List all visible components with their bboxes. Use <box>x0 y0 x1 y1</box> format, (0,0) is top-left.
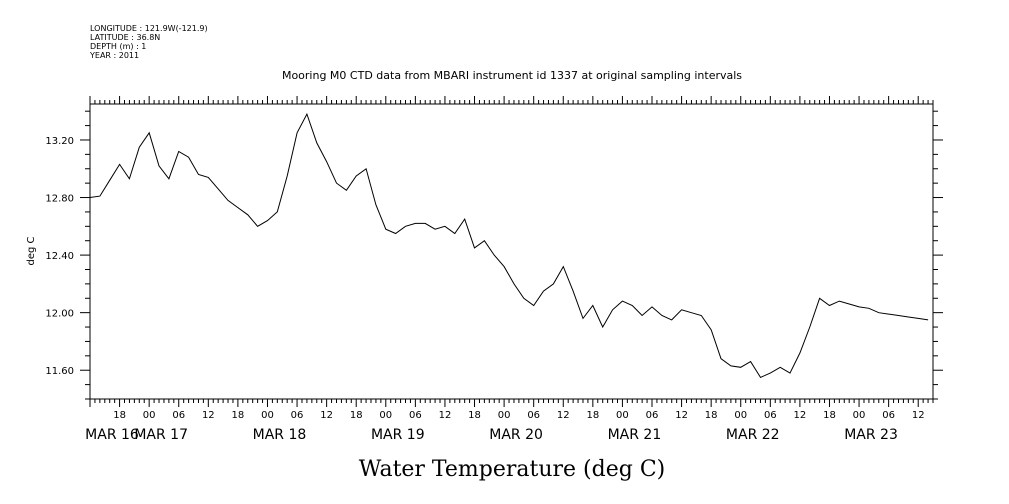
x-tick-hour-label: 06 <box>764 410 777 421</box>
depth-label: DEPTH (m) : 1 <box>90 42 146 51</box>
x-tick-day-label: MAR 21 <box>608 427 662 443</box>
x-tick-hour-label: 00 <box>261 410 274 421</box>
y-tick-label: 13.20 <box>45 136 74 147</box>
x-tick-hour-label: 12 <box>557 410 570 421</box>
latitude-label: LATITUDE : 36.8N <box>90 33 160 42</box>
x-tick-hour-label: 00 <box>734 410 747 421</box>
x-tick-hour-label: 18 <box>705 410 718 421</box>
x-tick-day-label: MAR 23 <box>844 427 898 443</box>
x-tick-hour-label: 18 <box>232 410 245 421</box>
x-tick-hour-label: 18 <box>468 410 481 421</box>
x-tick-hour-label: 12 <box>320 410 333 421</box>
x-tick-day-label: MAR 17 <box>134 427 188 443</box>
x-tick-hour-label: 00 <box>498 410 511 421</box>
x-tick-day-label: MAR 16 <box>85 427 139 443</box>
x-tick-hour-label: 18 <box>823 410 836 421</box>
x-tick-hour-label: 12 <box>912 410 925 421</box>
x-tick-hour-label: 06 <box>882 410 895 421</box>
y-tick-label: 12.80 <box>45 194 74 205</box>
series-line-water-temperature <box>89 112 929 379</box>
plot-frame <box>89 103 934 400</box>
x-tick-hour-label: 06 <box>527 410 540 421</box>
x-tick-hour-label: 06 <box>646 410 659 421</box>
x-tick-day-label: MAR 18 <box>253 427 307 443</box>
x-tick-hour-label: 00 <box>616 410 629 421</box>
x-tick-hour-label: 00 <box>379 410 392 421</box>
y-tick-label: 12.40 <box>45 251 74 262</box>
x-tick-day-label: MAR 22 <box>726 427 780 443</box>
y-tick-label: 11.60 <box>45 366 74 377</box>
x-tick-day-label: MAR 20 <box>489 427 543 443</box>
x-tick-hour-label: 12 <box>794 410 807 421</box>
longitude-label: LONGITUDE : 121.9W(-121.9) <box>90 24 208 33</box>
x-tick-hour-label: 12 <box>675 410 688 421</box>
x-tick-hour-label: 18 <box>113 410 126 421</box>
x-tick-hour-label: 00 <box>143 410 156 421</box>
y-axis: 11.60 12.00 12.40 12.80 13.20 <box>45 110 943 400</box>
y-axis-label: deg C <box>26 236 37 265</box>
year-label: YEAR : 2011 <box>89 51 139 60</box>
x-tick-hour-label: 06 <box>291 410 304 421</box>
x-tick-hour-label: 06 <box>409 410 422 421</box>
y-tick-label: 12.00 <box>45 309 74 320</box>
x-axis-title: Water Temperature (deg C) <box>359 457 666 482</box>
x-tick-day-label: MAR 19 <box>371 427 425 443</box>
chart-title: Mooring M0 CTD data from MBARI instrumen… <box>282 69 742 82</box>
x-tick-hour-label: 00 <box>853 410 866 421</box>
x-axis: 18 00 06 12 18 00 06 12 18 00 06 12 18 00 06 12 18 00 06 12… <box>85 96 934 443</box>
x-tick-hour-label: 18 <box>586 410 599 421</box>
x-tick-hour-label: 18 <box>350 410 363 421</box>
x-tick-hour-label: 12 <box>202 410 215 421</box>
x-tick-hour-label: 06 <box>172 410 185 421</box>
x-tick-hour-label: 12 <box>439 410 452 421</box>
